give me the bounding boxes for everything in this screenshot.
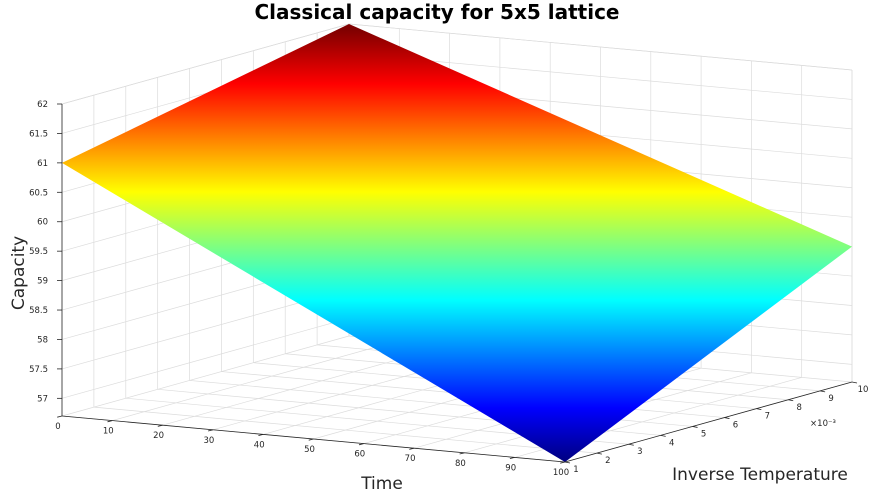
- invtemp-tick-mark: [851, 381, 858, 384]
- time-tick-label: 40: [254, 440, 265, 450]
- time-tick-label: 50: [304, 445, 315, 455]
- capacity-tick-label: 58.5: [29, 306, 48, 316]
- surface-layer: [62, 24, 852, 462]
- capacity-tick-label: 60.5: [29, 188, 48, 198]
- axes: [57, 103, 858, 464]
- capacity-tick-label: 61: [37, 159, 48, 169]
- axis-labels: 0 10 20 30 40 50 60 70 80 90 100 1 2 3 4 5 6 7 8 9 10 ×10⁻³ 57…: [9, 100, 868, 494]
- invtemp-tick-label: 4: [669, 438, 674, 448]
- invtemp-tick-mark: [724, 417, 730, 419]
- box-edge: [348, 23, 853, 71]
- invtemp-tick-mark: [820, 390, 826, 393]
- invtemp-tick-mark: [756, 408, 762, 411]
- invtemp-tick-label: 3: [637, 447, 642, 457]
- invtemp-tick-label: 9: [828, 394, 833, 404]
- capacity-tick-label: 62: [37, 100, 48, 110]
- time-tick-mark: [57, 415, 63, 418]
- time-tick-label: 10: [103, 427, 114, 437]
- time-tick-label: 60: [354, 450, 365, 460]
- box-edge: [61, 23, 350, 105]
- invtemp-tick-label: 10: [858, 385, 869, 395]
- capacity-tick-label: 60: [37, 218, 48, 228]
- invtemp-tick-mark: [660, 434, 666, 437]
- time-tick-mark: [208, 429, 213, 432]
- invtemp-exponent-label: ×10⁻³: [810, 419, 836, 429]
- capacity-tick-label: 61.5: [29, 129, 48, 139]
- capacity-tick-label: 57.5: [29, 365, 48, 375]
- time-tick-label: 30: [203, 436, 214, 446]
- invtemp-tick-label: 6: [733, 421, 738, 431]
- time-tick-label: 100: [553, 468, 569, 478]
- time-tick-mark: [560, 461, 566, 464]
- capacity-tick-label: 58: [37, 335, 48, 345]
- floor-grid-time: [61, 335, 350, 417]
- invtemp-axis-line: [564, 381, 853, 463]
- invtemp-tick-mark: [628, 443, 634, 446]
- time-tick-mark: [358, 443, 364, 446]
- time-tick-mark: [107, 420, 113, 423]
- invtemp-tick-mark: [788, 399, 794, 402]
- capacity-axis-label: Capacity: [9, 236, 29, 310]
- time-tick-mark: [308, 438, 314, 441]
- capacity-tick-label: 59.5: [29, 247, 48, 257]
- time-tick-mark: [459, 452, 465, 455]
- invtemp-tick-label: 8: [797, 403, 802, 413]
- time-tick-label: 80: [455, 459, 466, 469]
- time-tick-label: 20: [153, 431, 164, 441]
- invtemp-tick-label: 5: [701, 429, 706, 439]
- capacity-tick-label: 59: [37, 277, 48, 287]
- invtemp-tick-mark: [692, 426, 698, 428]
- time-tick-mark: [509, 457, 515, 459]
- invtemp-axis-label: Inverse Temperature: [672, 465, 848, 485]
- chart-title: Classical capacity for 5x5 lattice: [254, 0, 620, 24]
- time-tick-mark: [258, 434, 264, 436]
- invtemp-tick-mark: [564, 461, 571, 464]
- time-tick-label: 90: [505, 463, 516, 473]
- side-wall-grid-capacity: [61, 318, 350, 399]
- time-tick-label: 70: [405, 454, 416, 464]
- time-axis-label: Time: [360, 474, 403, 494]
- invtemp-tick-mark: [596, 452, 602, 455]
- floor-grid-time: [112, 340, 400, 421]
- invtemp-tick-label: 7: [765, 412, 770, 422]
- surface-patch: [62, 24, 852, 462]
- invtemp-tick-label: 1: [573, 465, 578, 475]
- time-tick-mark: [409, 447, 415, 450]
- invtemp-tick-label: 2: [605, 456, 610, 466]
- floor-grid-invtemp: [93, 406, 597, 454]
- time-tick-label: 0: [55, 422, 60, 432]
- capacity-tick-label: 57: [37, 394, 48, 404]
- time-tick-mark: [157, 424, 163, 427]
